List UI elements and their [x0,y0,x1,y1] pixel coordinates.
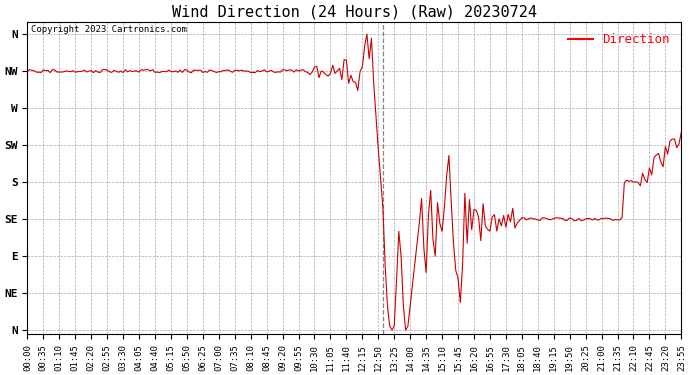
Title: Wind Direction (24 Hours) (Raw) 20230724: Wind Direction (24 Hours) (Raw) 20230724 [172,4,537,19]
Legend: Direction: Direction [562,28,675,51]
Text: Copyright 2023 Cartronics.com: Copyright 2023 Cartronics.com [30,25,186,34]
